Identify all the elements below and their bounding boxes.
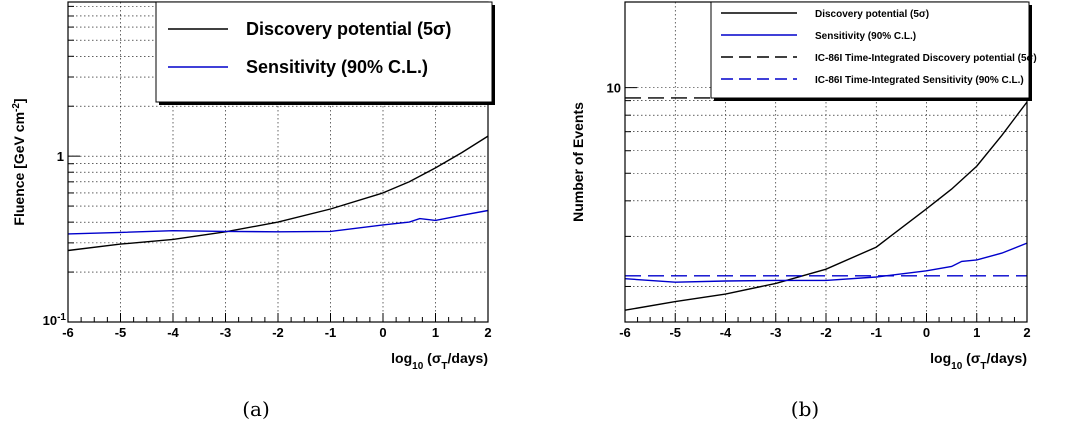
- tick-labels-b: -6 -5 -4 -3 -2 -1 0 1 2 10: [607, 81, 1031, 340]
- chart-b: -6 -5 -4 -3 -2 -1 0 1 2 10 Number of Events log10…: [570, 1, 1037, 421]
- tick-labels-a: -6 -5 -4 -3 -2 -1 0 1 210-11: [43, 149, 492, 340]
- y-tick-label: 1: [57, 149, 64, 164]
- ticks-a: [67, 5, 489, 322]
- x-tick-label: -1: [325, 325, 337, 340]
- y-tick-label: 10: [607, 81, 621, 96]
- legend-label: IC-86I Time-Integrated Sensitivity (90% …: [815, 75, 1024, 86]
- x-tick-label: 1: [973, 325, 980, 340]
- legend-label: IC-86I Time-Integrated Discovery potenti…: [815, 53, 1037, 64]
- caption-b: (b): [791, 397, 819, 421]
- y-axis-label-b: Number of Events: [570, 102, 586, 222]
- x-tick-label: -5: [115, 325, 127, 340]
- x-tick-label: 0: [379, 325, 386, 340]
- series-line-b-1: [624, 242, 1028, 283]
- x-tick-label: -1: [870, 325, 882, 340]
- x-tick-label: -6: [619, 325, 631, 340]
- x-tick-label: -4: [167, 325, 179, 340]
- x-axis-label-b: log10 (σT/days): [930, 350, 1027, 372]
- legend-label: Sensitivity (90% C.L.): [246, 57, 428, 77]
- chart-a: -6 -5 -4 -3 -2 -1 0 1 210-11 Fluence [GeV cm-2] …: [11, 1, 495, 421]
- legend-label: Discovery potential (5σ): [246, 19, 451, 39]
- x-tick-label: -3: [770, 325, 782, 340]
- series-a: [67, 135, 489, 252]
- legend-label: Discovery potential (5σ): [815, 9, 929, 20]
- x-tick-label: 0: [923, 325, 930, 340]
- x-tick-label: 2: [1023, 325, 1030, 340]
- ticks-b: [624, 87, 1028, 322]
- x-tick-label: -2: [272, 325, 284, 340]
- legend-box: [710, 1, 1030, 99]
- x-tick-label: -2: [820, 325, 832, 340]
- legend-label: Sensitivity (90% C.L.): [815, 31, 916, 42]
- x-tick-label: 2: [484, 325, 491, 340]
- x-tick-label: -6: [62, 325, 74, 340]
- x-tick-label: -4: [720, 325, 732, 340]
- x-tick-label: -3: [220, 325, 232, 340]
- legend-box: [155, 1, 493, 103]
- x-tick-label: 1: [432, 325, 439, 340]
- x-axis-label-a: log10 (σT/days): [391, 350, 488, 372]
- series-line-a-1: [67, 209, 489, 235]
- legend-a: Discovery potential (5σ) Sensitivity (90%…: [155, 1, 495, 105]
- series-line-b-0: [624, 101, 1028, 311]
- y-axis-label-a: Fluence [GeV cm-2]: [11, 98, 28, 225]
- x-tick-label: -5: [669, 325, 681, 340]
- series-line-a-0: [67, 135, 489, 252]
- legend-b: Discovery potential (5σ) Sensitivity (90%…: [710, 1, 1037, 101]
- caption-a: (a): [242, 397, 270, 421]
